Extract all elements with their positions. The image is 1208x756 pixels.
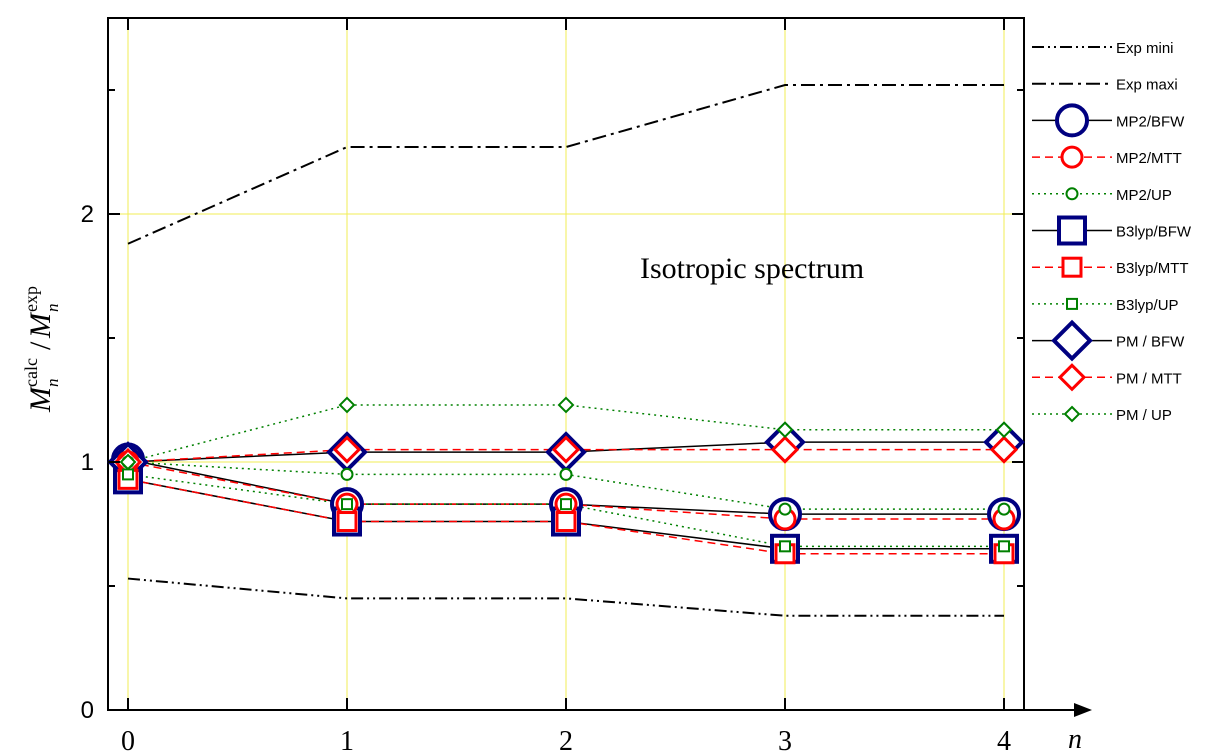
legend: Exp mini Exp maxi MP2/BFW MP2/MTT MP2/UP B3ly… bbox=[1032, 40, 1192, 424]
data-point-7-2 bbox=[560, 498, 572, 511]
annotation-text: Isotropic spectrum bbox=[640, 252, 864, 285]
data-point-9-2 bbox=[551, 435, 581, 464]
data-point-9-3 bbox=[770, 435, 800, 464]
legend-label-2: MP2/BFW bbox=[1116, 113, 1185, 130]
legend-label-7: B3lyp/UP bbox=[1116, 297, 1179, 314]
y-tick-label-2: 2 bbox=[81, 201, 94, 228]
legend-label-6: B3lyp/MTT bbox=[1116, 260, 1189, 277]
legend-marker-6 bbox=[1061, 256, 1083, 278]
legend-label-3: MP2/MTT bbox=[1116, 150, 1182, 167]
series-line-9 bbox=[127, 448, 1004, 463]
axes-layer: 0 1 2 3 4 0 1 2 bbox=[81, 18, 1092, 756]
legend-label-5: B3lyp/BFW bbox=[1116, 224, 1192, 241]
legend-marker-2 bbox=[1055, 103, 1089, 138]
y-axis-label-base-num: M bbox=[24, 385, 57, 413]
markers-layer bbox=[107, 396, 1025, 565]
series-line-0 bbox=[127, 577, 1004, 617]
x-tick-label-0: 0 bbox=[121, 726, 135, 756]
legend-label-4: MP2/UP bbox=[1116, 187, 1172, 204]
legend-marker-7 bbox=[1066, 297, 1078, 310]
data-point-4-1 bbox=[340, 467, 354, 481]
x-tick-label-4: 4 bbox=[997, 726, 1011, 756]
data-point-7-1 bbox=[341, 498, 353, 511]
data-point-7-4 bbox=[998, 540, 1010, 553]
legend-marker-5 bbox=[1057, 215, 1087, 246]
data-point-10-2 bbox=[557, 396, 575, 414]
legend-label-9: PM / MTT bbox=[1116, 370, 1182, 387]
data-point-10-4 bbox=[995, 421, 1013, 439]
legend-marker-4 bbox=[1065, 187, 1079, 201]
y-tick-label-1: 1 bbox=[81, 449, 94, 476]
x-axis-arrow bbox=[1074, 703, 1092, 717]
y-axis-label-sub-num: n bbox=[43, 379, 62, 388]
legend-label-0: Exp mini bbox=[1116, 40, 1174, 57]
data-point-6-2 bbox=[555, 511, 577, 533]
y-tick-label-0: 0 bbox=[81, 697, 94, 724]
data-point-7-0 bbox=[122, 468, 134, 481]
x-tick-label-1: 1 bbox=[340, 726, 354, 756]
data-point-4-4 bbox=[997, 502, 1011, 516]
data-point-9-4 bbox=[989, 435, 1019, 464]
data-point-6-1 bbox=[336, 511, 358, 533]
data-point-10-0 bbox=[119, 453, 137, 471]
data-point-10-3 bbox=[776, 421, 794, 439]
x-axis-label: n bbox=[1068, 724, 1082, 755]
legend-marker-9 bbox=[1057, 363, 1087, 392]
y-axis-label-sub-den: n bbox=[43, 304, 62, 313]
legend-marker-3 bbox=[1060, 145, 1084, 169]
data-point-9-1 bbox=[332, 435, 362, 464]
grid-lines bbox=[108, 18, 1024, 711]
y-axis-label-slash: / bbox=[24, 341, 57, 350]
data-point-7-3 bbox=[779, 540, 791, 553]
y-axis-label-sup-den: exp bbox=[21, 286, 41, 312]
series-line-1 bbox=[127, 84, 1004, 245]
legend-label-8: PM / BFW bbox=[1116, 334, 1185, 351]
data-point-10-1 bbox=[338, 396, 356, 414]
x-tick-label-3: 3 bbox=[778, 726, 792, 756]
legend-marker-10 bbox=[1063, 405, 1081, 423]
legend-label-10: PM / UP bbox=[1116, 407, 1172, 424]
data-point-4-2 bbox=[559, 467, 573, 481]
legend-marker-8 bbox=[1051, 319, 1093, 362]
y-axis-label-base-den: M bbox=[24, 311, 57, 339]
y-axis-label-sup-num: calc bbox=[21, 358, 41, 387]
y-axis-label: M n calc / M n exp bbox=[21, 286, 62, 413]
data-point-4-3 bbox=[778, 502, 792, 516]
legend-label-1: Exp maxi bbox=[1116, 77, 1178, 94]
x-tick-label-2: 2 bbox=[559, 726, 573, 756]
